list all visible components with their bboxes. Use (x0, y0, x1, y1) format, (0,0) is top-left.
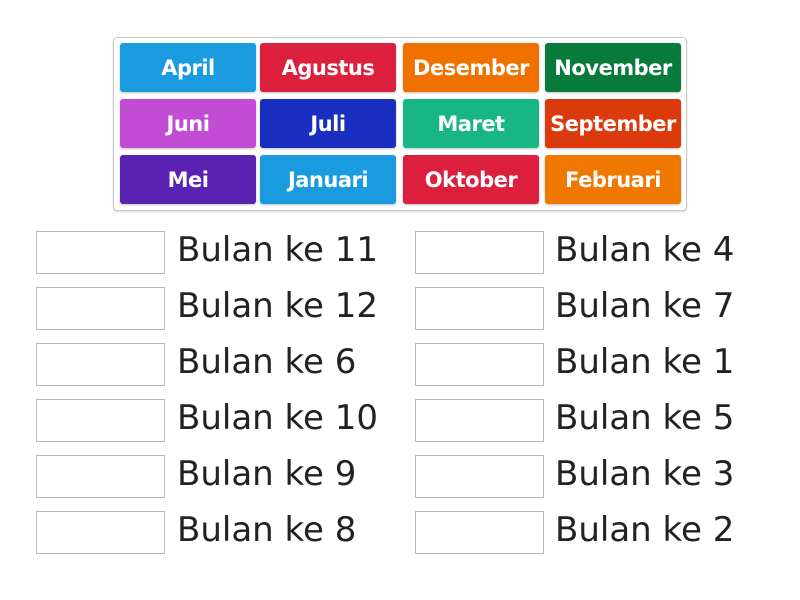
month-tile[interactable]: Agustus (260, 43, 396, 92)
target-label: Bulan ke 1 (555, 342, 735, 382)
drop-slot[interactable] (415, 231, 544, 274)
target-label: Bulan ke 3 (555, 454, 735, 494)
drop-slot[interactable] (36, 455, 165, 498)
drop-slot[interactable] (36, 511, 165, 554)
month-tile[interactable]: Desember (403, 43, 539, 92)
month-tile[interactable]: Februari (545, 155, 681, 204)
month-tile[interactable]: Juli (260, 99, 396, 148)
drop-slot[interactable] (415, 455, 544, 498)
month-tile[interactable]: Januari (260, 155, 396, 204)
month-tile[interactable]: Maret (403, 99, 539, 148)
drop-slot[interactable] (36, 343, 165, 386)
drop-slot[interactable] (36, 399, 165, 442)
drop-slot[interactable] (415, 511, 544, 554)
target-label: Bulan ke 12 (177, 286, 378, 326)
drop-slot[interactable] (36, 231, 165, 274)
target-label: Bulan ke 9 (177, 454, 357, 494)
target-label: Bulan ke 6 (177, 342, 357, 382)
target-label: Bulan ke 4 (555, 230, 735, 270)
drop-slot[interactable] (415, 399, 544, 442)
month-tile[interactable]: September (545, 99, 681, 148)
target-label: Bulan ke 10 (177, 398, 378, 438)
target-label: Bulan ke 7 (555, 286, 735, 326)
month-tile[interactable]: November (545, 43, 681, 92)
month-tile[interactable]: Oktober (403, 155, 539, 204)
drop-slot[interactable] (36, 287, 165, 330)
target-label: Bulan ke 5 (555, 398, 735, 438)
month-tile[interactable]: April (120, 43, 256, 92)
drop-slot[interactable] (415, 287, 544, 330)
word-bank (113, 37, 687, 211)
target-label: Bulan ke 8 (177, 510, 357, 550)
month-tile[interactable]: Mei (120, 155, 256, 204)
target-label: Bulan ke 2 (555, 510, 735, 550)
month-tile[interactable]: Juni (120, 99, 256, 148)
drop-slot[interactable] (415, 343, 544, 386)
target-label: Bulan ke 11 (177, 230, 378, 270)
